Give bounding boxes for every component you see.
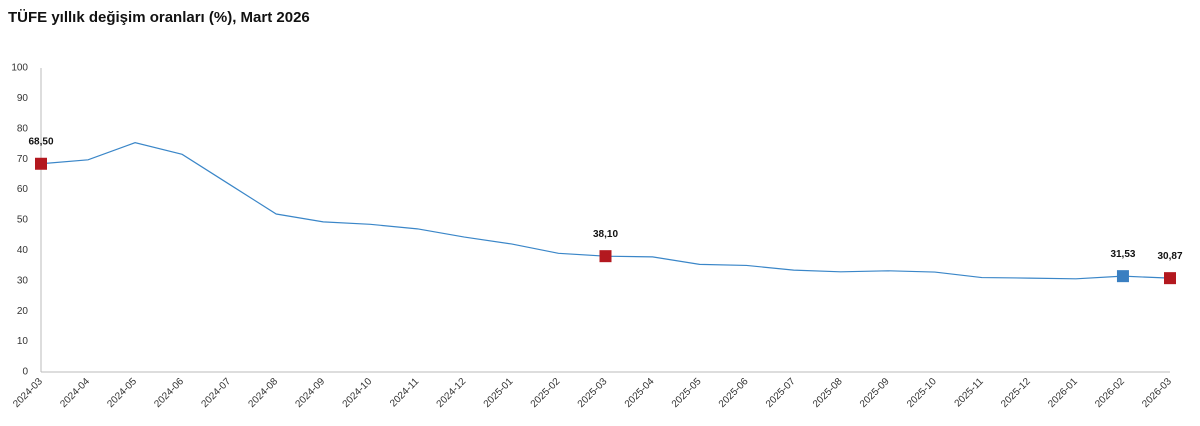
x-tick-label: 2025-10 — [905, 376, 939, 410]
y-tick-label: 70 — [17, 154, 29, 165]
x-tick-label: 2024-04 — [58, 376, 92, 410]
y-tick-label: 10 — [17, 336, 29, 347]
x-tick-label: 2024-10 — [341, 376, 375, 410]
y-tick-label: 20 — [17, 306, 29, 317]
x-tick-label: 2024-12 — [435, 376, 469, 410]
chart-title: TÜFE yıllık değişim oranları (%), Mart 2… — [8, 9, 310, 26]
y-tick-label: 50 — [17, 215, 29, 226]
x-tick-label: 2024-07 — [199, 376, 233, 410]
x-tick-label: 2024-05 — [105, 376, 139, 410]
y-tick-label: 40 — [17, 245, 29, 256]
x-tick-label: 2024-03 — [11, 376, 45, 410]
y-tick-label: 100 — [11, 63, 28, 74]
y-tick-label: 30 — [17, 275, 29, 286]
x-tick-label: 2025-04 — [623, 376, 657, 410]
x-tick-label: 2026-03 — [1140, 376, 1174, 410]
y-tick-label: 60 — [17, 184, 29, 195]
x-tick-label: 2026-02 — [1093, 376, 1127, 410]
value-label: 30,87 — [1157, 251, 1182, 262]
point-marker — [1164, 272, 1176, 285]
x-tick-label: 2025-03 — [576, 376, 610, 410]
x-tick-label: 2025-02 — [529, 376, 563, 410]
x-tick-label: 2024-06 — [152, 376, 186, 410]
value-label: 68,50 — [28, 136, 53, 147]
value-label: 31,53 — [1110, 249, 1135, 260]
value-label: 38,10 — [593, 229, 618, 240]
x-tick-label: 2026-01 — [1046, 376, 1080, 410]
x-tick-label: 2025-05 — [670, 376, 704, 410]
x-tick-label: 2025-01 — [482, 376, 516, 410]
point-marker — [35, 157, 47, 170]
x-tick-label: 2025-12 — [999, 376, 1033, 410]
x-tick-label: 2025-09 — [858, 376, 892, 410]
y-tick-label: 80 — [17, 123, 29, 134]
x-tick-label: 2025-06 — [717, 376, 751, 410]
x-tick-label: 2024-08 — [246, 376, 280, 410]
x-tick-label: 2024-09 — [294, 376, 328, 410]
y-tick-label: 0 — [22, 367, 28, 378]
x-tick-label: 2024-11 — [388, 376, 422, 410]
x-tick-label: 2025-11 — [953, 376, 987, 410]
x-tick-label: 2025-07 — [764, 376, 798, 410]
x-tick-label: 2025-08 — [811, 376, 845, 410]
y-tick-label: 90 — [17, 93, 29, 104]
point-marker — [599, 250, 612, 263]
point-marker — [1116, 270, 1129, 283]
